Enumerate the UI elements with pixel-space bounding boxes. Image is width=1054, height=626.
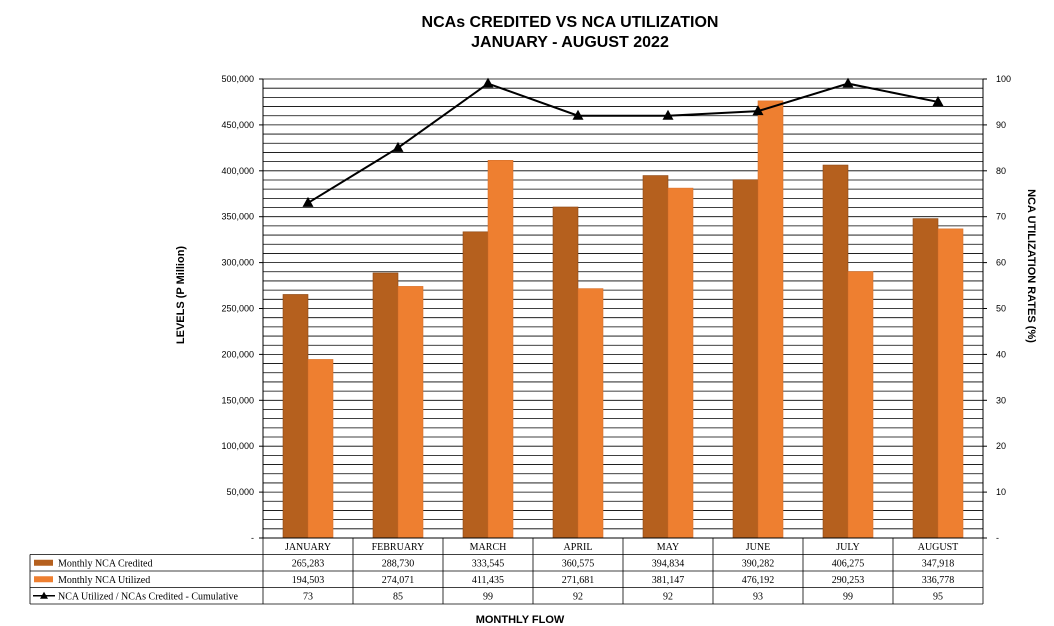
data-label: 93	[753, 591, 763, 602]
data-label: 271,681	[562, 575, 595, 586]
utilization-rate-line	[307, 82, 939, 204]
data-label: 85	[393, 591, 403, 602]
bar-utilized	[757, 100, 784, 539]
utilization-rate-point	[932, 95, 944, 106]
legend-marker	[40, 591, 48, 599]
y2-tick-label: 20	[996, 441, 1006, 451]
y2-tick-label: 70	[996, 212, 1006, 222]
y2-tick-label: 30	[996, 395, 1006, 405]
chart-title: NCAs CREDITED VS NCA UTILIZATION	[421, 14, 719, 31]
x-tick-label: APRIL	[564, 542, 593, 553]
x-tick-label: FEBRUARY	[372, 542, 425, 553]
utilization-rate-point	[482, 77, 494, 88]
y2-tick-label: 80	[996, 166, 1006, 176]
bar-utilized	[667, 187, 694, 539]
data-label: 290,253	[832, 575, 865, 586]
y-tick-label: 150,000	[221, 395, 254, 405]
x-tick-label: JULY	[836, 542, 859, 553]
data-label: 265,283	[292, 558, 325, 569]
y-tick-label: 450,000	[221, 120, 254, 130]
chart-subtitle: JANUARY - AUGUST 2022	[471, 34, 669, 51]
data-label: 381,147	[652, 575, 685, 586]
utilization-rate-point	[842, 77, 854, 88]
y-tick-label: 350,000	[221, 212, 254, 222]
data-label: 336,778	[922, 575, 955, 586]
data-label: 73	[303, 591, 313, 602]
bar-utilized	[397, 286, 424, 539]
legend-entry: Monthly NCA Credited	[58, 558, 152, 569]
y-tick-label: 300,000	[221, 258, 254, 268]
bar-credited	[372, 272, 399, 539]
y2-tick-label: 60	[996, 258, 1006, 268]
legend-entry: Monthly NCA Utilized	[58, 575, 150, 586]
bar-credited	[462, 231, 489, 539]
x-tick-label: MAY	[657, 542, 679, 553]
y-tick-label: 400,000	[221, 166, 254, 176]
bar-utilized	[307, 359, 334, 539]
data-label: 411,435	[472, 575, 504, 586]
y-tick-label: 50,000	[226, 487, 254, 497]
data-label: 390,282	[742, 558, 775, 569]
x-axis-label: MONTHLY FLOW	[475, 614, 565, 626]
x-tick-label: AUGUST	[918, 542, 959, 553]
data-label: 347,918	[922, 558, 955, 569]
data-label: 95	[933, 591, 943, 602]
utilization-rate-point	[302, 196, 314, 207]
data-label: 274,071	[382, 575, 415, 586]
data-label: 360,575	[562, 558, 595, 569]
legend-swatch	[34, 576, 53, 583]
y-tick-label: 250,000	[221, 304, 254, 314]
data-label: 92	[663, 591, 673, 602]
y2-tick-label: 90	[996, 120, 1006, 130]
bar-credited	[732, 179, 759, 539]
utilization-rate-point	[662, 109, 674, 120]
data-label: 194,503	[292, 575, 325, 586]
data-label: 394,834	[652, 558, 685, 569]
y-tick-label: -	[251, 533, 254, 543]
utilization-rate-point	[392, 141, 404, 152]
y2-tick-label: 100	[996, 74, 1011, 84]
bar-utilized	[487, 160, 514, 539]
data-label: 333,545	[472, 558, 505, 569]
x-tick-label: JUNE	[746, 542, 770, 553]
bar-credited	[912, 218, 939, 539]
y-tick-label: 100,000	[221, 441, 254, 451]
data-label: 99	[843, 591, 853, 602]
y-tick-label: 200,000	[221, 349, 254, 359]
y2-tick-label: 50	[996, 304, 1006, 314]
x-tick-label: MARCH	[470, 542, 507, 553]
x-tick-label: JANUARY	[285, 542, 331, 553]
bar-credited	[642, 175, 669, 539]
bar-utilized	[937, 228, 964, 539]
data-label: 406,275	[832, 558, 865, 569]
utilization-rate-point	[572, 109, 584, 120]
data-label: 476,192	[742, 575, 775, 586]
bar-credited	[822, 164, 849, 539]
bar-utilized	[847, 271, 874, 539]
y2-tick-label: 10	[996, 487, 1006, 497]
data-label: 288,730	[382, 558, 415, 569]
data-label: 99	[483, 591, 493, 602]
utilization-rate-point	[752, 105, 764, 116]
bar-utilized	[577, 288, 604, 539]
legend-swatch	[34, 559, 53, 566]
bar-credited	[552, 206, 579, 539]
data-label: 92	[573, 591, 583, 602]
y2-tick-label: 40	[996, 349, 1006, 359]
y2-tick-label: -	[996, 533, 999, 543]
y-tick-label: 500,000	[221, 74, 254, 84]
legend-entry: NCA Utilized / NCAs Credited - Cumulativ…	[58, 591, 239, 602]
bar-credited	[282, 294, 309, 539]
